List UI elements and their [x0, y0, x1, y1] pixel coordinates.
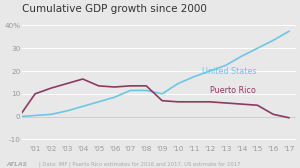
Text: Cumulative GDP growth since 2000: Cumulative GDP growth since 2000: [22, 4, 207, 14]
Text: | Data: IMF | Puerto Rico estimates for 2016 and 2017, US estimate for 2017: | Data: IMF | Puerto Rico estimates for …: [39, 162, 241, 167]
Text: United States: United States: [202, 67, 256, 76]
Text: Puerto Rico: Puerto Rico: [210, 86, 256, 95]
Text: ATLAS: ATLAS: [6, 162, 27, 167]
